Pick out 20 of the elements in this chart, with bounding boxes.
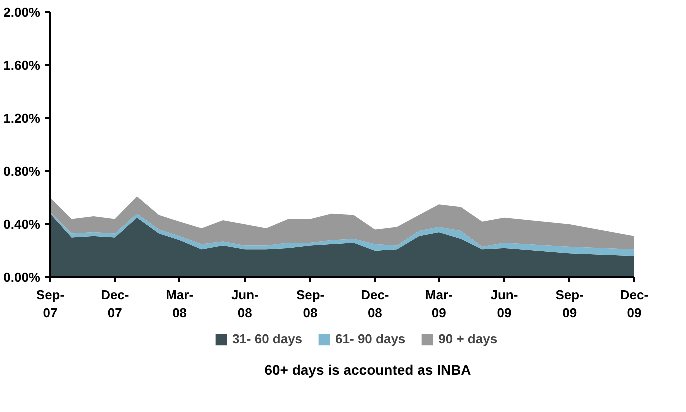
y-tick-label: 0.80% bbox=[4, 164, 41, 179]
x-tick-label: Jun- 08 bbox=[231, 288, 259, 320]
y-tick-label: 0.40% bbox=[4, 217, 41, 232]
x-tick-label: Dec- 07 bbox=[101, 288, 130, 320]
x-tick-label: Dec- 08 bbox=[361, 288, 390, 320]
x-tick-label: Mar- 08 bbox=[166, 288, 194, 320]
legend-label: 90 + days bbox=[438, 332, 498, 346]
legend-label: 61- 90 days bbox=[336, 332, 406, 346]
y-tick-label: 1.20% bbox=[4, 111, 41, 126]
x-tick-label: Sep- 09 bbox=[556, 288, 584, 320]
text: 60+ days is accounted as INBA bbox=[264, 361, 472, 380]
y-tick-label: 0.00% bbox=[4, 270, 41, 285]
x-tick-label: Dec- 09 bbox=[620, 288, 649, 320]
y-tick-label: 1.60% bbox=[4, 58, 41, 73]
legend-label: 31- 60 days bbox=[232, 332, 303, 346]
x-tick-label: Jun- 09 bbox=[490, 288, 518, 320]
y-tick-label: 2.00% bbox=[4, 5, 41, 20]
x-tick-label: Sep- 07 bbox=[36, 288, 65, 320]
x-tick-label: Mar- 09 bbox=[425, 288, 453, 320]
x-tick-label: Sep- 08 bbox=[296, 288, 325, 320]
